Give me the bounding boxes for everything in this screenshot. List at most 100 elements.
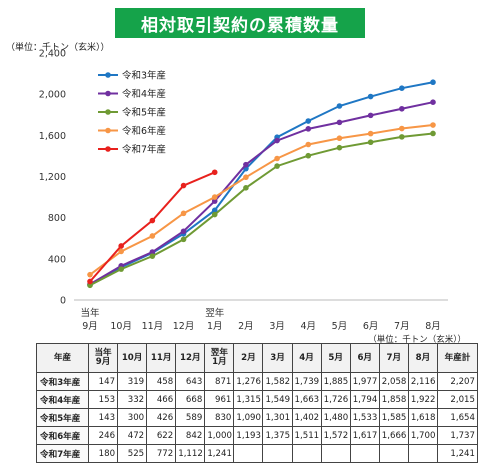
chart-title: 相対取引契約の累積数量	[115, 8, 365, 38]
table-total-cell: 1,654	[437, 408, 478, 427]
table-header-cell: 5月	[320, 343, 351, 373]
table-header-cell: 7月	[378, 343, 409, 373]
data-point	[243, 174, 249, 181]
table-cell: 1,582	[262, 372, 293, 391]
data-point	[211, 211, 218, 218]
table-cell: 668	[175, 390, 206, 409]
data-point	[149, 217, 156, 224]
y-tick-label: 400	[48, 254, 66, 265]
table-cell: 961	[204, 390, 235, 409]
data-point	[367, 112, 374, 119]
table-cell	[291, 444, 322, 463]
table-cell: 1,618	[407, 408, 439, 427]
table-cell: 1,858	[378, 390, 409, 409]
data-point	[336, 119, 343, 126]
x-tick-label: 4月	[300, 321, 316, 332]
legend-marker	[105, 127, 111, 134]
data-point	[149, 253, 156, 259]
x-tick-label: 6月	[363, 321, 379, 332]
x-tick-label: 当年 9月	[80, 307, 100, 332]
data-point	[180, 228, 187, 235]
table-cell: 180	[87, 444, 119, 463]
data-point	[430, 79, 436, 86]
table-cell: 246	[87, 426, 119, 445]
table-cell: 1,112	[175, 444, 206, 463]
table-cell: 2,058	[378, 372, 409, 391]
y-tick-label: 800	[48, 213, 66, 224]
table-row-label: 令和4年産	[36, 390, 89, 409]
table-row-label: 令和7年産	[36, 444, 89, 463]
legend-label: 令和4年産	[122, 88, 166, 100]
data-point	[305, 126, 312, 132]
data-point	[149, 233, 156, 239]
data-table: 年産 当年 9月 10月 11月 12月 翌年 1月 2月 3月 4月 5月 6月 7月 8月 年産計 令和3…	[36, 343, 478, 463]
table-cell	[407, 444, 439, 463]
y-tick-label: 0	[60, 296, 66, 307]
table-cell: 426	[146, 408, 177, 427]
x-tick-label: 5月	[332, 321, 348, 332]
legend-label: 令和6年産	[122, 125, 166, 137]
table-cell: 300	[117, 408, 148, 427]
data-point	[367, 139, 374, 146]
data-point	[430, 99, 436, 105]
table-cell: 1,739	[291, 372, 322, 391]
table-header-cell: 翌年 1月	[204, 343, 235, 373]
table-cell: 153	[87, 390, 119, 409]
table-cell: 1,885	[320, 372, 351, 391]
x-tick-label: 3月	[269, 321, 285, 332]
table-cell: 830	[204, 408, 235, 427]
x-tick-label: 2月	[238, 321, 254, 332]
data-point	[274, 137, 280, 144]
legend-marker	[105, 109, 111, 115]
table-row: 令和4年産 153 332 466 668 961 1,315 1,549 1,663 1,726…	[36, 390, 478, 409]
table-cell: 622	[146, 426, 177, 445]
x-tick-label: 12月	[173, 321, 195, 332]
data-point	[180, 236, 187, 243]
table-cell: 1,511	[291, 426, 322, 445]
data-point	[305, 152, 312, 159]
data-point	[399, 125, 405, 132]
legend-marker	[105, 146, 111, 152]
x-tick-label: 8月	[425, 321, 441, 332]
table-total-cell: 2,207	[437, 372, 478, 391]
data-point	[180, 210, 187, 217]
data-point	[367, 93, 374, 100]
table-cell: 1,301	[262, 408, 293, 427]
data-point	[399, 134, 405, 140]
table-cell: 589	[175, 408, 206, 427]
data-point	[305, 141, 312, 148]
table-total-cell: 1,737	[437, 426, 478, 445]
x-tick-label: 11月	[142, 321, 164, 332]
table-cell: 147	[87, 372, 119, 391]
table-cell: 1,922	[407, 390, 439, 409]
table-cell: 1,726	[320, 390, 351, 409]
table-row: 令和5年産 143 300 426 589 830 1,090 1,301 1,402 1,480…	[36, 408, 478, 427]
table-header-cell: 10月	[117, 343, 148, 373]
table-cell: 1,585	[378, 408, 409, 427]
table-row: 令和3年産 147 319 458 643 871 1,276 1,582 1,739 1,885…	[36, 372, 478, 391]
data-point	[211, 207, 218, 214]
table-cell: 1,700	[407, 426, 439, 445]
table-body: 令和3年産 147 319 458 643 871 1,276 1,582 1,739 1,885…	[36, 372, 478, 463]
table-cell: 1,549	[262, 390, 293, 409]
y-tick-label: 2,400	[39, 49, 66, 60]
table-header-cell: 12月	[175, 343, 206, 373]
table-cell: 643	[175, 372, 206, 391]
y-tick-label: 1,200	[39, 172, 66, 183]
y-tick-label: 2,000	[39, 90, 66, 101]
table-cell: 472	[117, 426, 148, 445]
table-cell: 466	[146, 390, 177, 409]
table-row-label: 令和6年産	[36, 426, 89, 445]
data-point	[87, 271, 93, 278]
table-cell: 1,572	[320, 426, 351, 445]
table-cell: 319	[117, 372, 148, 391]
data-point	[336, 103, 343, 109]
table-cell: 458	[146, 372, 177, 391]
data-point	[430, 122, 436, 128]
table-row-label: 令和5年産	[36, 408, 89, 427]
data-point	[180, 182, 187, 189]
table-cell: 1,402	[291, 408, 322, 427]
table-header-cell: 3月	[262, 343, 293, 373]
table-header-cell: 当年 9月	[87, 343, 119, 373]
data-point	[430, 130, 436, 137]
